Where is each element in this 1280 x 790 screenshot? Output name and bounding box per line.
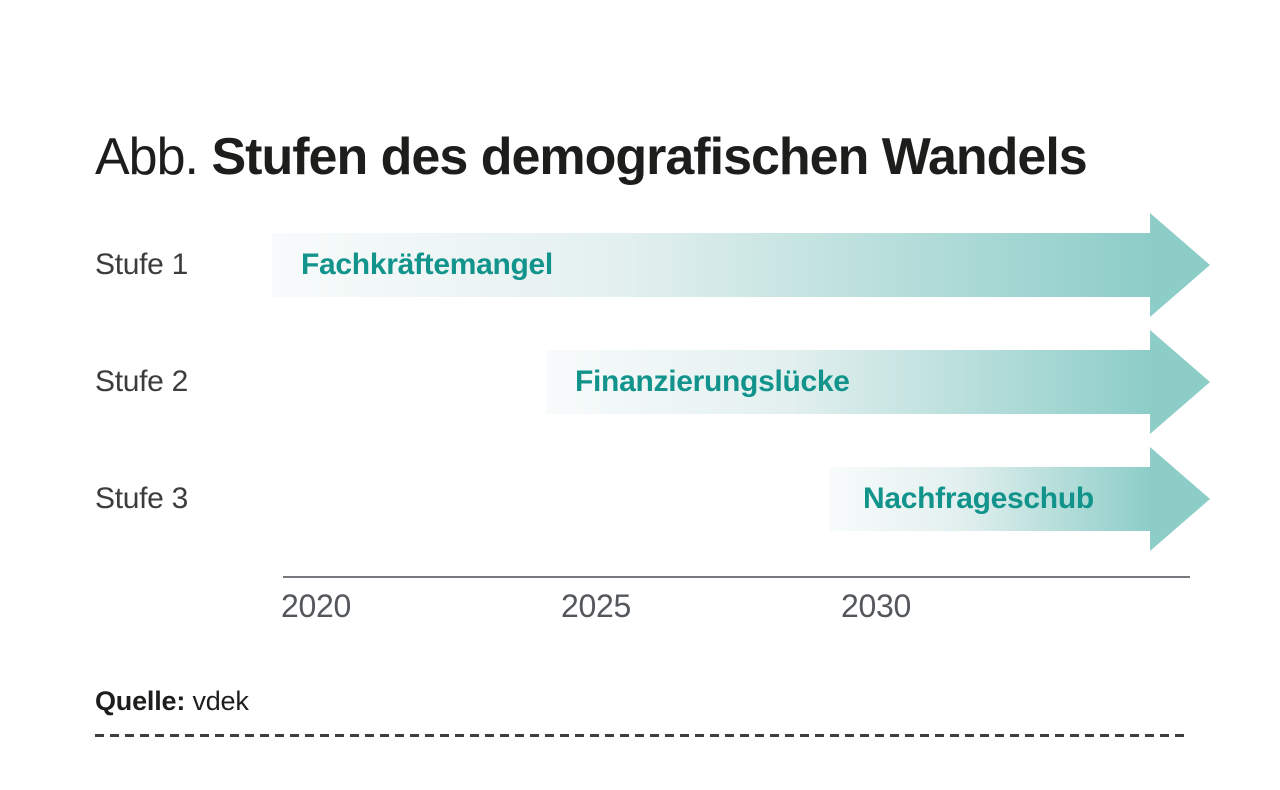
dashed-separator	[95, 734, 1190, 737]
figure-title-main: Stufen des demografischen Wandels	[211, 127, 1087, 186]
timeline-bar-nachfrageschub: Nachfrageschub	[830, 467, 1150, 531]
source-value: vdek	[192, 686, 249, 716]
x-tick-2020: 2020	[281, 588, 351, 624]
bar-label-finanzierungsluecke: Finanzierungslücke	[575, 365, 850, 398]
source-label: Quelle:	[95, 686, 186, 716]
arrowhead-icon	[1150, 447, 1210, 551]
x-axis-line	[283, 576, 1190, 578]
bar-label-nachfrageschub: Nachfrageschub	[863, 482, 1094, 515]
arrowhead-icon	[1150, 213, 1210, 317]
stage-label-stufe-1: Stufe 1	[95, 248, 188, 281]
x-tick-2025: 2025	[561, 588, 631, 624]
source-line: Quelle: vdek	[95, 686, 249, 717]
timeline-bar-fachkraeftemangel: Fachkräftemangel	[272, 233, 1150, 297]
x-tick-2030: 2030	[841, 588, 911, 624]
bar-label-fachkraeftemangel: Fachkräftemangel	[301, 248, 553, 281]
figure-title-prefix: Abb.	[95, 127, 199, 186]
timeline-bar-finanzierungsluecke: Finanzierungslücke	[546, 350, 1150, 414]
arrowhead-icon	[1150, 330, 1210, 434]
stage-label-stufe-2: Stufe 2	[95, 365, 188, 398]
figure-title: Abb. Stufen des demografischen Wandels	[95, 127, 1088, 187]
stage-label-stufe-3: Stufe 3	[95, 482, 188, 515]
